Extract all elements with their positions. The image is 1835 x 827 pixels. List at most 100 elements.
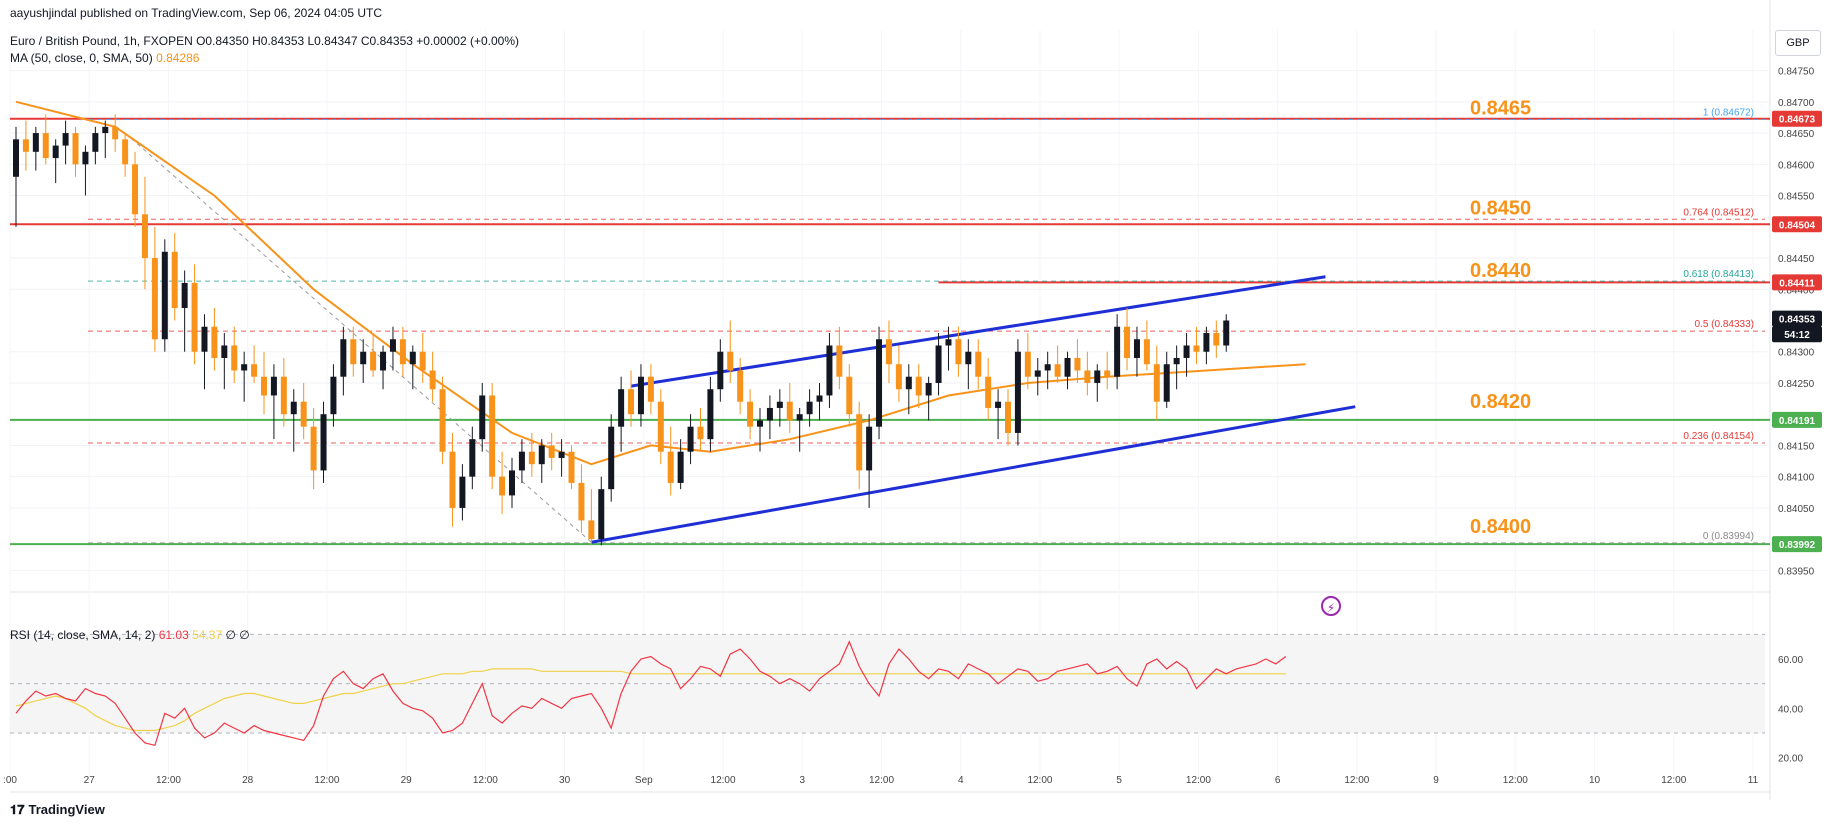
candle-body [151, 258, 158, 340]
candle-body [747, 401, 754, 427]
currency-button[interactable]: GBP [1775, 30, 1821, 56]
rsi-value: 61.03 [158, 628, 189, 642]
candle-body [667, 451, 674, 483]
level-price-label: 0.8450 [1470, 197, 1531, 219]
rsi-band [10, 634, 1765, 733]
candle-body [588, 520, 595, 540]
candle-body [1094, 370, 1101, 383]
candle-body [1203, 332, 1210, 352]
price-badge [1772, 274, 1822, 291]
candle-body [290, 401, 297, 415]
candle-body [518, 451, 525, 471]
candle-body [836, 345, 843, 377]
candle-body [568, 451, 575, 483]
level-price-label: 0.8420 [1470, 391, 1531, 413]
candle-body [469, 439, 476, 477]
candle-body [985, 376, 992, 408]
candle-body [1034, 370, 1041, 377]
candle-body [925, 382, 932, 396]
candle-body [895, 364, 902, 390]
candle-body [975, 351, 982, 377]
candle-body [677, 451, 684, 483]
candle-body [846, 376, 853, 415]
candle-body [201, 326, 208, 352]
candle-body [509, 470, 515, 496]
time-tick-label: 12:00 [473, 775, 498, 786]
candle-body [52, 145, 59, 159]
fib-level-label: 0.5 (0.84333) [1695, 319, 1755, 330]
candle-body [429, 370, 436, 390]
time-tick-label: 4 [958, 775, 964, 786]
candle-body [558, 451, 565, 458]
candle-body [13, 139, 19, 177]
time-tick-label: 30 [559, 775, 571, 786]
price-badge-label: 0.84353 [1779, 315, 1816, 326]
candle-body [270, 376, 277, 396]
candle-body [1114, 326, 1121, 377]
candle-body [786, 401, 793, 421]
level-price-label: 0.8440 [1470, 260, 1531, 282]
time-tick-label: 29 [401, 775, 413, 786]
time-tick-label: 12:00 [1186, 775, 1211, 786]
candle-body [439, 389, 446, 452]
candle-body [637, 376, 644, 415]
ma-label: MA (50, close, 0, SMA, 50) [10, 51, 153, 65]
rsi-extra: ∅ ∅ [225, 628, 250, 642]
candle-body [32, 133, 39, 152]
time-tick-label: 12:00 [1661, 775, 1686, 786]
candle-body [935, 345, 942, 383]
price-tick-label: 0.84550 [1778, 192, 1815, 203]
candle-body [1193, 345, 1200, 352]
time-tick-label: 28 [242, 775, 254, 786]
candle-body [548, 445, 555, 458]
tradingview-logo[interactable]: 𝟏𝟕 TradingView [10, 802, 105, 818]
candle-body [122, 139, 129, 165]
candle-body [1213, 332, 1220, 346]
rsi-tick-label: 40.00 [1778, 704, 1803, 715]
candle-body [221, 345, 228, 358]
candle-body [1054, 364, 1061, 377]
time-tick-label: 12:00 [1503, 775, 1528, 786]
candle-body [191, 283, 198, 352]
candle-body [330, 376, 337, 415]
candle-body [608, 426, 615, 490]
fib-level-label: 0.764 (0.84512) [1683, 207, 1754, 218]
price-tick-label: 0.84150 [1778, 441, 1815, 452]
candle-body [826, 345, 833, 396]
candle-body [1014, 351, 1021, 433]
candle-body [280, 376, 287, 415]
rsi-legend[interactable]: RSI (14, close, SMA, 14, 2) 61.03 54.37 … [10, 628, 250, 642]
price-badge-label: 0.84504 [1779, 220, 1816, 231]
time-tick-label: 12:00 [156, 775, 181, 786]
price-tick-label: 0.84650 [1778, 129, 1815, 140]
price-tick-label: 0.84250 [1778, 379, 1815, 390]
channel-upper-line [630, 275, 1326, 388]
time-tick-label: 9 [1433, 775, 1439, 786]
candle-body [171, 251, 178, 308]
candle-body [62, 133, 69, 146]
rsi-pane [10, 633, 1765, 747]
candle-body [389, 339, 396, 352]
candle-body [300, 401, 307, 427]
price-badge [1772, 411, 1822, 428]
price-tick-label: 0.83950 [1778, 566, 1815, 577]
time-tick-label: 27 [84, 775, 96, 786]
time-tick-label: 12:00 [314, 775, 339, 786]
candle-body [1005, 401, 1011, 433]
candle-body [42, 133, 49, 159]
candle-body [578, 482, 585, 521]
candle-body [459, 476, 466, 508]
price-badge-label: 0.84673 [1779, 115, 1816, 126]
candle-body [1153, 364, 1160, 402]
ma-legend[interactable]: MA (50, close, 0, SMA, 50) 0.84286 [10, 51, 199, 65]
candle-body [618, 389, 625, 427]
candle-body [1104, 370, 1111, 377]
price-badge-label: 0.83992 [1779, 540, 1816, 551]
candle-body [399, 339, 406, 365]
candle-body [628, 389, 635, 415]
price-badge-label: 0.84191 [1779, 416, 1816, 427]
lightning-icon[interactable]: ⚡ [1321, 596, 1341, 616]
price-badge-label: 54:12 [1784, 330, 1810, 341]
candle-body [1173, 357, 1180, 365]
